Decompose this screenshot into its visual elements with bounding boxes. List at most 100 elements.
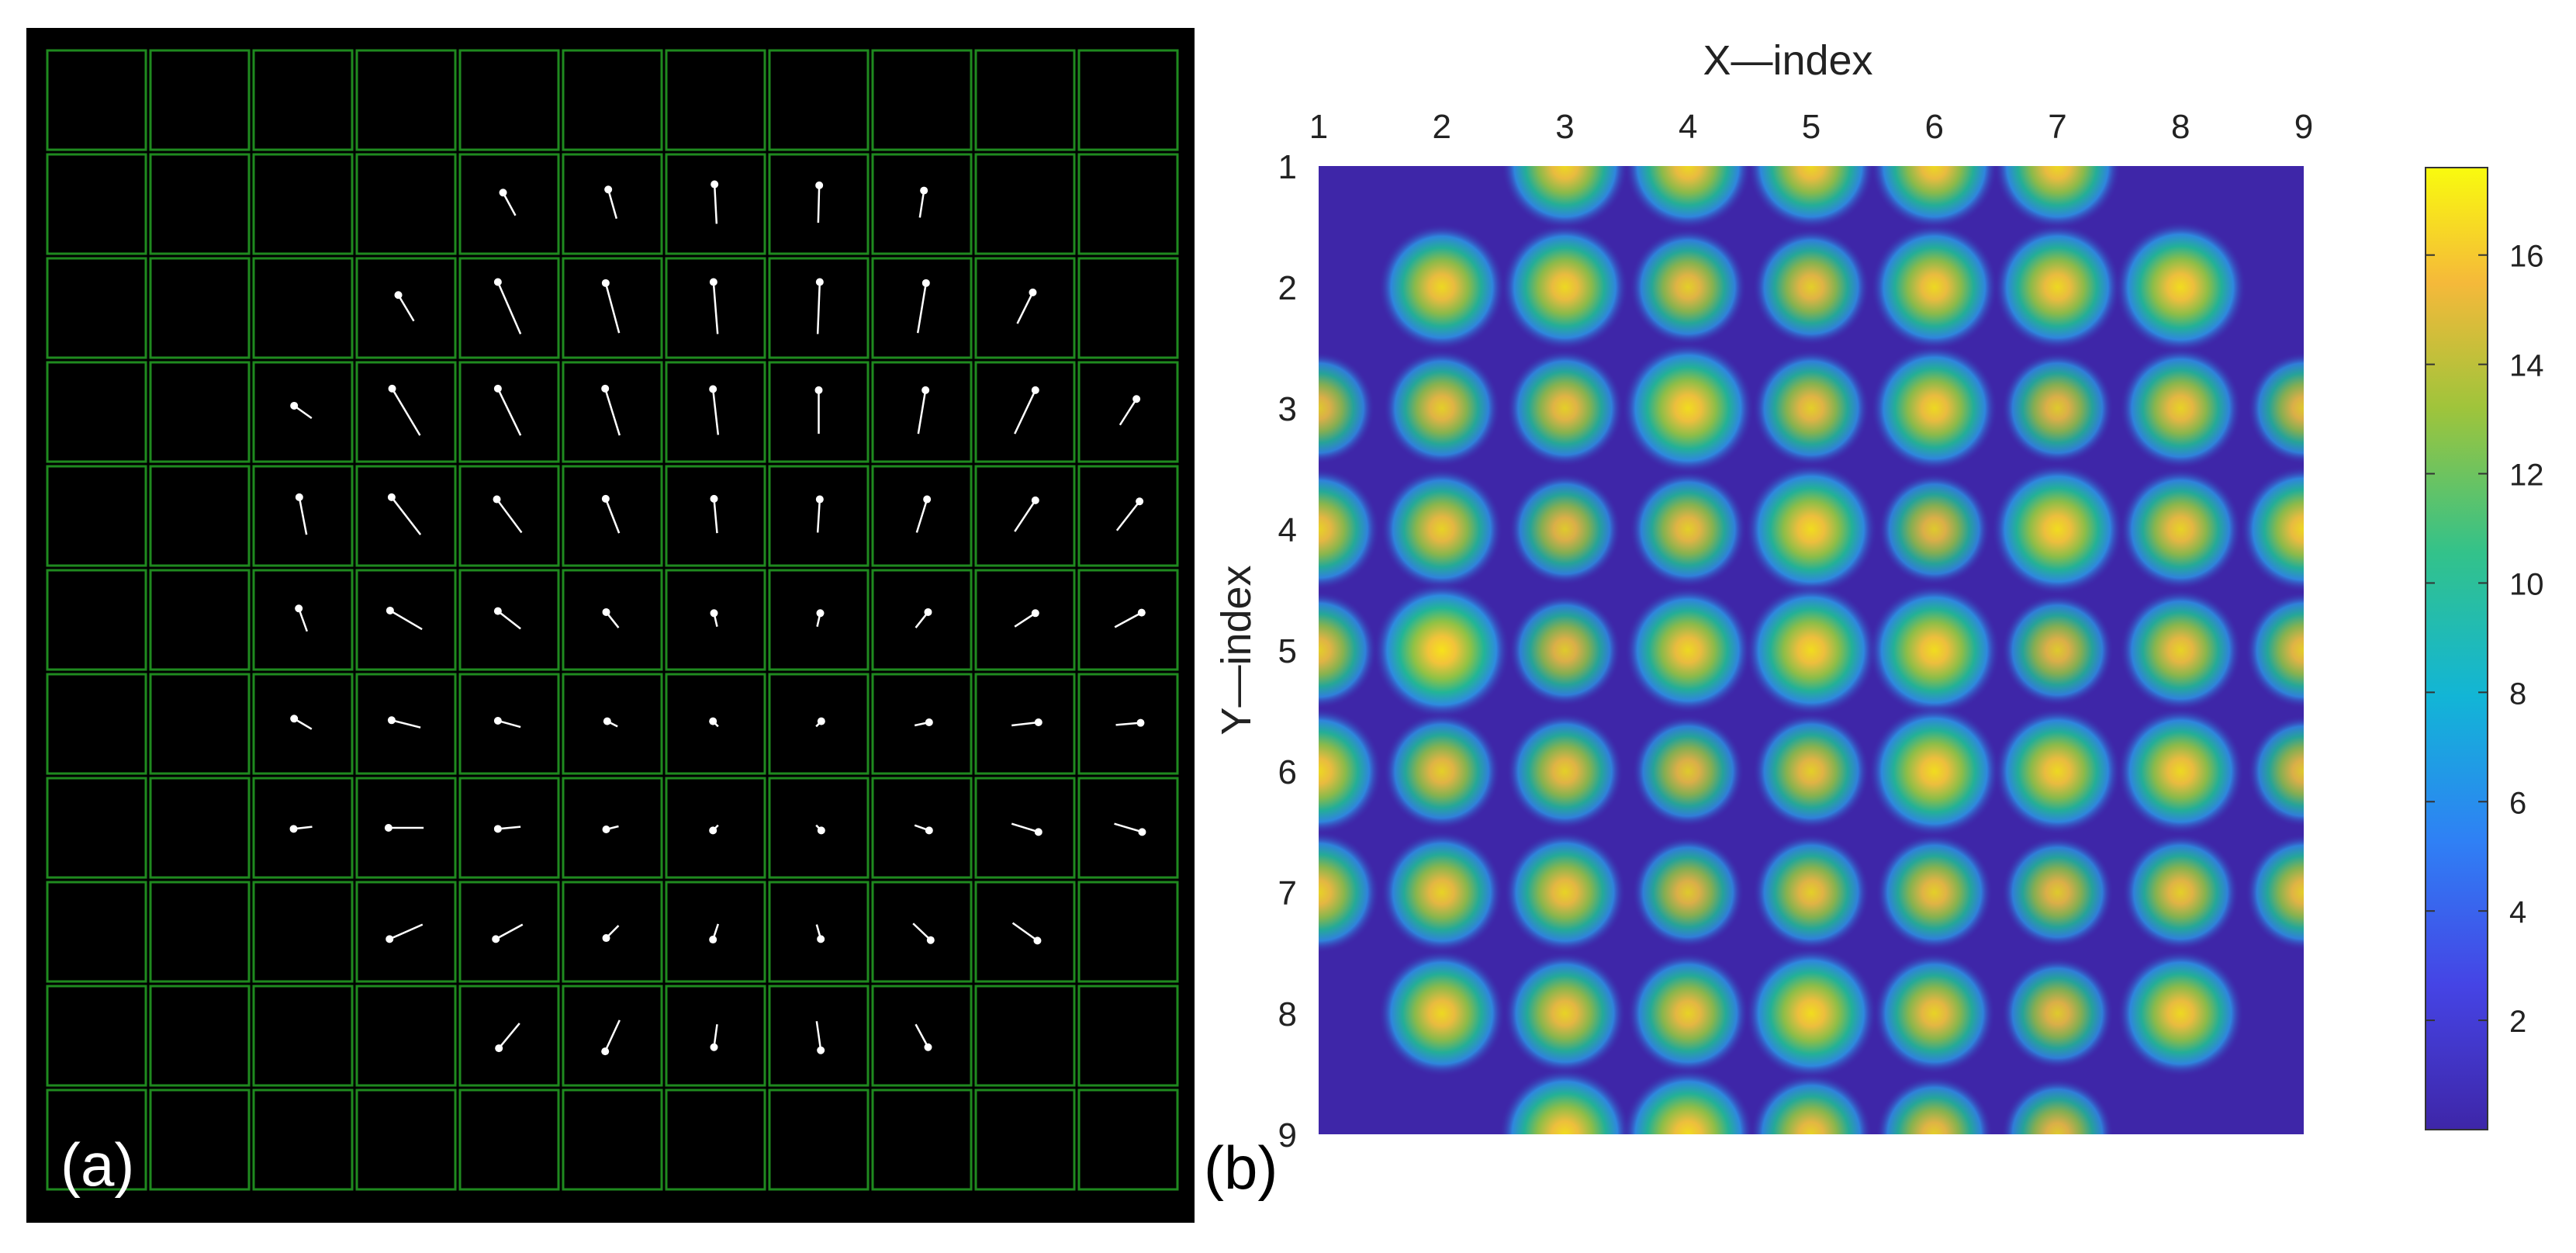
colorbar-ticks: 2 4 6 8 10 12 14 16 bbox=[2426, 240, 2544, 1039]
vector-arrow bbox=[493, 716, 521, 729]
vector-origin-dot bbox=[817, 826, 825, 835]
y-tick-labels: 1 2 3 4 5 6 7 8 9 bbox=[1278, 148, 1297, 1154]
heatmap-spot bbox=[1631, 836, 1744, 949]
y-tick-label: 4 bbox=[1278, 511, 1297, 549]
vector-arrow bbox=[1114, 608, 1146, 628]
grid-cell bbox=[149, 777, 251, 879]
heatmap-spot bbox=[2001, 957, 2114, 1070]
grid-cell bbox=[355, 569, 457, 671]
vector-arrow bbox=[915, 607, 932, 628]
heatmap-spot bbox=[2245, 591, 2304, 709]
vector-arrow bbox=[1011, 822, 1043, 836]
y-tick-label: 8 bbox=[1278, 995, 1297, 1033]
vector-origin-dot bbox=[1034, 828, 1043, 836]
grid-cell bbox=[871, 1089, 973, 1191]
vector-arrow bbox=[493, 495, 523, 534]
vector-arrow bbox=[815, 924, 825, 943]
vector-origin-dot bbox=[1029, 288, 1037, 296]
heatmap-spot bbox=[1876, 1075, 1993, 1134]
vector-line bbox=[498, 1023, 520, 1049]
vector-origin-dot bbox=[386, 935, 394, 943]
x-tick-label: 4 bbox=[1679, 108, 1697, 146]
vector-arrow bbox=[387, 716, 421, 729]
heatmap-spot bbox=[1752, 712, 1870, 830]
grid-cell bbox=[1077, 49, 1179, 151]
grid-cell bbox=[562, 465, 663, 567]
vector-origin-dot bbox=[709, 278, 717, 286]
vector-origin-dot bbox=[493, 825, 502, 833]
heatmap-spots bbox=[1319, 166, 2304, 1134]
vector-line bbox=[816, 499, 821, 533]
grid-cell bbox=[1077, 881, 1179, 983]
vector-origin-dot bbox=[1137, 608, 1146, 617]
grid-cell bbox=[768, 569, 870, 671]
y-tick-label: 5 bbox=[1278, 632, 1297, 670]
grid-cell bbox=[1077, 985, 1179, 1087]
vector-line bbox=[712, 282, 719, 334]
grid-cell bbox=[458, 257, 560, 359]
grid-cell bbox=[665, 465, 766, 567]
y-tick-label: 3 bbox=[1278, 390, 1297, 428]
heatmap-spot bbox=[1624, 166, 1751, 230]
grid-cell bbox=[562, 257, 663, 359]
vector-origin-dot bbox=[601, 279, 610, 287]
vector-line bbox=[389, 609, 423, 631]
vector-origin-dot bbox=[1031, 609, 1039, 618]
heatmap-spot bbox=[1878, 472, 1991, 586]
vector-line bbox=[502, 192, 517, 216]
vector-line bbox=[604, 498, 621, 534]
colorbar-tick-label: 16 bbox=[2509, 240, 2544, 274]
grid-cell bbox=[149, 465, 251, 567]
heatmap-spot bbox=[1750, 1073, 1872, 1134]
vector-arrow bbox=[914, 824, 933, 835]
heatmap-spot bbox=[2245, 833, 2304, 951]
heatmap-spot bbox=[1871, 166, 1998, 230]
heatmap-spot bbox=[2114, 221, 2247, 353]
vector-line bbox=[815, 1021, 822, 1051]
heatmap-spot bbox=[1752, 833, 1870, 951]
vector-origin-dot bbox=[295, 493, 303, 501]
heatmap-spot bbox=[1624, 587, 1751, 714]
heatmap-spot bbox=[1319, 831, 1380, 954]
vector-line bbox=[496, 498, 523, 534]
heatmap-spot bbox=[1381, 468, 1503, 590]
vector-field-background bbox=[26, 28, 1195, 1223]
grid-cell bbox=[252, 465, 354, 567]
heatmap-spot bbox=[1745, 463, 1877, 595]
y-tick-label: 2 bbox=[1278, 269, 1297, 307]
grid-cell bbox=[46, 49, 147, 151]
vector-line bbox=[495, 923, 524, 940]
vector-line bbox=[915, 1023, 929, 1048]
vector-line bbox=[496, 388, 522, 436]
vector-line bbox=[298, 497, 308, 535]
vector-line bbox=[1011, 721, 1039, 727]
grid-cell bbox=[355, 465, 457, 567]
vector-arrow bbox=[1115, 718, 1145, 727]
vector-origin-dot bbox=[920, 186, 928, 195]
heatmap-spot bbox=[1631, 715, 1744, 828]
vector-origin-dot bbox=[295, 604, 303, 613]
heatmap-spot bbox=[1506, 712, 1623, 830]
grid-cell bbox=[252, 257, 354, 359]
grid-cell bbox=[252, 777, 354, 879]
vector-line bbox=[604, 1019, 621, 1052]
heatmap-spot bbox=[2247, 351, 2304, 465]
grid-cell bbox=[974, 153, 1076, 255]
vector-arrow bbox=[601, 1019, 621, 1056]
vector-origin-dot bbox=[710, 609, 718, 618]
grid-cell bbox=[1077, 257, 1179, 359]
grid-cell bbox=[252, 569, 354, 671]
grid-cell bbox=[252, 673, 354, 775]
vector-origin-dot bbox=[1132, 395, 1141, 403]
vector-arrow bbox=[493, 825, 521, 833]
colorbar-tick-label: 2 bbox=[2509, 1005, 2526, 1039]
vector-origin-dot bbox=[921, 386, 930, 394]
vector-field-panel: (a) bbox=[26, 28, 1195, 1223]
vector-line bbox=[817, 185, 821, 223]
vector-origin-dot bbox=[817, 1046, 825, 1054]
vector-origin-dot bbox=[815, 278, 824, 286]
vector-origin-dot bbox=[710, 1043, 718, 1051]
vector-origin-dot bbox=[601, 494, 610, 503]
colorbar-tick-label: 4 bbox=[2509, 895, 2526, 929]
heatmap-spot bbox=[1627, 952, 1749, 1075]
